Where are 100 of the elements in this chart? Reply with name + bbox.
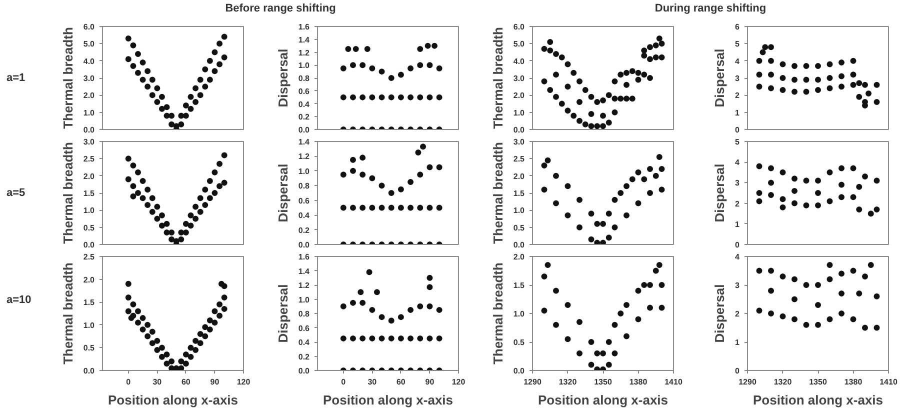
point	[164, 352, 170, 358]
point	[547, 48, 554, 54]
x-tick-label: 1350	[594, 378, 612, 386]
x-tick-label: 60	[182, 378, 191, 386]
point	[868, 262, 874, 268]
point	[424, 42, 431, 49]
point	[826, 276, 833, 282]
point	[815, 202, 821, 208]
point	[378, 335, 385, 342]
y-tick-label: 4.0	[83, 56, 96, 66]
point	[206, 76, 213, 83]
point	[360, 94, 366, 100]
point	[202, 66, 208, 72]
point	[588, 339, 594, 345]
point	[624, 183, 630, 190]
point	[594, 220, 600, 227]
point	[202, 333, 208, 340]
point	[600, 350, 606, 356]
point	[780, 196, 786, 202]
point	[378, 314, 385, 320]
point	[125, 294, 132, 301]
point	[768, 72, 774, 78]
x-tick-label: 90	[210, 378, 220, 386]
y-tick-label: 0.8	[298, 74, 310, 83]
point	[760, 49, 766, 56]
point	[588, 111, 594, 118]
point	[618, 310, 624, 316]
point	[862, 82, 868, 88]
point	[212, 49, 218, 56]
point	[178, 236, 184, 242]
point	[838, 60, 844, 66]
point	[658, 186, 665, 193]
point	[140, 315, 146, 322]
point	[360, 154, 366, 161]
x-tick-label: 30	[368, 378, 378, 386]
point	[212, 320, 218, 326]
point	[178, 365, 184, 370]
point	[197, 331, 204, 338]
point	[149, 328, 156, 335]
point	[134, 169, 141, 176]
point	[360, 300, 366, 306]
point	[564, 302, 571, 308]
point	[125, 280, 132, 287]
point	[564, 183, 571, 190]
point	[158, 212, 165, 218]
point	[408, 306, 414, 313]
y-axis-title: Thermal breadth	[490, 142, 506, 244]
x-tick-label: 1380	[629, 378, 648, 386]
point	[541, 78, 548, 84]
point	[564, 212, 571, 218]
point	[420, 144, 426, 150]
point	[612, 224, 618, 230]
y-tick-label: 2.5	[513, 154, 526, 164]
x-axis-title: Position along x-axis	[322, 392, 454, 408]
point	[756, 268, 762, 274]
point	[647, 75, 653, 81]
point	[780, 313, 786, 320]
point	[756, 308, 762, 314]
point	[206, 326, 213, 332]
point	[541, 308, 548, 314]
y-tick-label: 1.2	[298, 281, 310, 290]
point	[340, 172, 346, 178]
y-tick-label: 1.0	[298, 295, 310, 304]
point	[576, 350, 582, 356]
point	[768, 192, 774, 198]
point	[647, 44, 653, 50]
point	[436, 94, 442, 100]
point	[426, 204, 433, 211]
point	[417, 46, 424, 52]
point	[553, 288, 559, 294]
point	[398, 72, 404, 78]
point	[340, 303, 346, 310]
point	[656, 262, 662, 268]
point	[206, 58, 213, 64]
point	[192, 338, 199, 344]
text: During range shifting	[654, 2, 766, 14]
point	[826, 262, 833, 268]
point	[350, 204, 356, 211]
point	[629, 96, 636, 102]
point	[541, 186, 548, 193]
y-tick-label: 4	[735, 252, 740, 262]
point	[202, 202, 208, 208]
point	[158, 354, 165, 360]
point	[149, 92, 156, 98]
y-tick-label: 0.2	[298, 352, 310, 362]
point	[154, 346, 160, 353]
y-tick-label: 1.4	[298, 138, 310, 146]
point	[134, 70, 141, 76]
point	[826, 85, 833, 92]
y-tick-label: 2.0	[513, 172, 526, 181]
point	[360, 172, 366, 178]
point	[415, 150, 422, 156]
point	[874, 178, 880, 184]
point	[547, 38, 554, 45]
point	[350, 300, 356, 306]
point	[398, 186, 404, 192]
point	[600, 123, 606, 130]
point	[624, 70, 630, 76]
point	[202, 84, 208, 90]
point	[369, 306, 376, 313]
